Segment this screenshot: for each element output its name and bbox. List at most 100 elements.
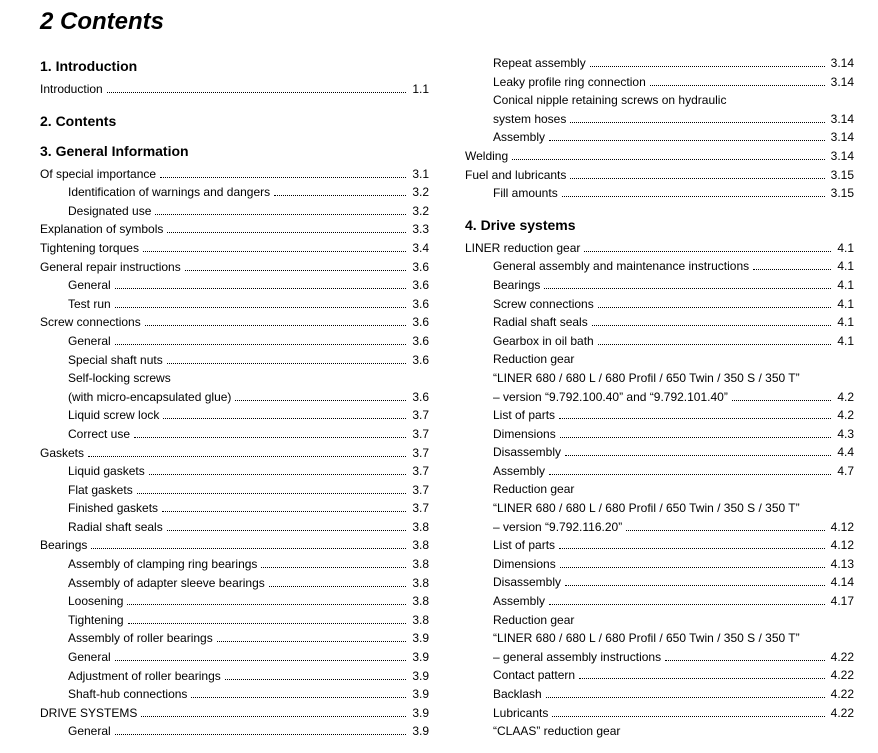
toc-label: Reduction gear [493,480,574,499]
toc-line: Leaky profile ring connection 3.14 [465,73,854,92]
toc-line: General assembly and maintenance instruc… [465,257,854,276]
toc-leader-dots [549,132,825,141]
toc-page: 3.7 [410,462,429,481]
toc-leader-dots [191,689,406,698]
toc-line: Identification of warnings and dangers3.… [40,183,429,202]
toc-page: 3.6 [410,276,429,295]
toc-line: Welding3.14 [465,147,854,166]
toc-leader-dots [127,596,406,605]
toc-leader-dots [134,429,406,438]
toc-label: Reduction gear [493,350,574,369]
toc-label: Tightening torques [40,239,139,258]
toc-leader-dots [167,224,406,233]
toc-label: “LINER 680 / 680 L / 680 Profil / 650 Tw… [493,499,800,518]
toc-label: Leaky profile ring connection [493,73,646,92]
toc-line: “LINER 680 / 680 L / 680 Profil / 650 Tw… [465,369,854,388]
toc-line: Special shaft nuts3.6 [40,351,429,370]
toc-label: LINER reduction gear [465,239,580,258]
contents-page: 2 Contents 1. IntroductionIntroduction1.… [0,0,878,753]
toc-page: 3.9 [410,685,429,704]
toc-leader-dots [145,317,407,326]
toc-leader-dots [598,335,832,344]
toc-page: 3.2 [410,183,429,202]
toc-line: Reduction gear [465,611,854,630]
toc-line: Assembly of roller bearings3.9 [40,629,429,648]
toc-leader-dots [549,596,825,605]
toc-leader-dots [579,670,825,679]
toc-label: Disassembly [493,443,561,462]
toc-page: 3.6 [410,313,429,332]
toc-line: Disassembly4.14 [465,573,854,592]
toc-leader-dots [269,577,407,586]
toc-leader-dots [160,168,406,177]
section-heading: 2. Contents [40,113,429,129]
toc-line: Loosening3.8 [40,592,429,611]
toc-label: General [68,332,111,351]
toc-line: General repair instructions3.6 [40,258,429,277]
toc-label: (with micro-encapsulated glue) [68,388,231,407]
toc-label: Assembly of clamping ring bearings [68,555,257,574]
toc-line: Tightening3.8 [40,611,429,630]
toc-label: Repeat assembly [493,54,586,73]
toc-line: Repeat assembly3.14 [465,54,854,73]
toc-line: Fuel and lubricants3.15 [465,166,854,185]
toc-label: Screw connections [493,295,594,314]
toc-leader-dots [549,465,831,474]
toc-leader-dots [141,707,406,716]
toc-line: Reduction gear [465,350,854,369]
toc-page: 1.1 [410,80,429,99]
toc-line: Assembly of clamping ring bearings3.8 [40,555,429,574]
toc-label: Gaskets [40,444,84,463]
toc-label: – version “9.792.100.40” and “9.792.101.… [493,388,728,407]
toc-page: 3.14 [829,110,854,129]
toc-line: Assembly4.7 [465,462,854,481]
toc-page: 3.4 [410,239,429,258]
toc-label: Backlash [493,685,542,704]
toc-line: Fill amounts3.15 [465,184,854,203]
toc-page: 3.9 [410,667,429,686]
toc-leader-dots [650,76,825,85]
toc-label: – version “9.792.116.20” [493,518,622,537]
toc-page: 3.7 [410,406,429,425]
toc-label: DRIVE SYSTEMS [40,704,137,723]
toc-line: Screw connections4.1 [465,295,854,314]
toc-leader-dots [107,84,407,93]
toc-line: General3.9 [40,722,429,741]
toc-line: Disassembly 4.4 [465,443,854,462]
toc-page: 3.8 [410,536,429,555]
toc-leader-dots [560,558,825,567]
toc-leader-dots [565,447,831,456]
toc-label: Assembly [493,592,545,611]
toc-page: 4.3 [835,425,854,444]
toc-page: 3.1 [410,165,429,184]
toc-leader-dots [592,317,832,326]
toc-leader-dots [626,521,824,530]
toc-line: “LINER 680 / 680 L / 680 Profil / 650 Tw… [465,499,854,518]
toc-line: Backlash4.22 [465,685,854,704]
toc-left-column: 1. IntroductionIntroduction1.12. Content… [40,54,429,741]
toc-page: 4.1 [835,239,854,258]
toc-page: 4.2 [835,388,854,407]
toc-label: General repair instructions [40,258,181,277]
toc-line: General3.6 [40,276,429,295]
toc-page: 3.14 [829,73,854,92]
toc-leader-dots [128,614,407,623]
toc-line: Adjustment of roller bearings3.9 [40,667,429,686]
toc-page: 4.4 [835,443,854,462]
toc-leader-dots [115,298,407,307]
toc-line: Conical nipple retaining screws on hydra… [465,91,854,110]
toc-page: 3.8 [410,518,429,537]
toc-leader-dots [115,726,407,735]
toc-page: 4.22 [829,648,854,667]
toc-page: 4.12 [829,536,854,555]
toc-label: Radial shaft seals [68,518,163,537]
page-title: 2 Contents [40,8,854,36]
toc-leader-dots [565,577,825,586]
toc-leader-dots [753,261,831,270]
toc-leader-dots [88,447,406,456]
toc-label: Dimensions [493,555,556,574]
toc-page: 3.7 [410,499,429,518]
toc-page: 3.8 [410,574,429,593]
toc-leader-dots [552,707,824,716]
toc-page: 3.14 [829,147,854,166]
